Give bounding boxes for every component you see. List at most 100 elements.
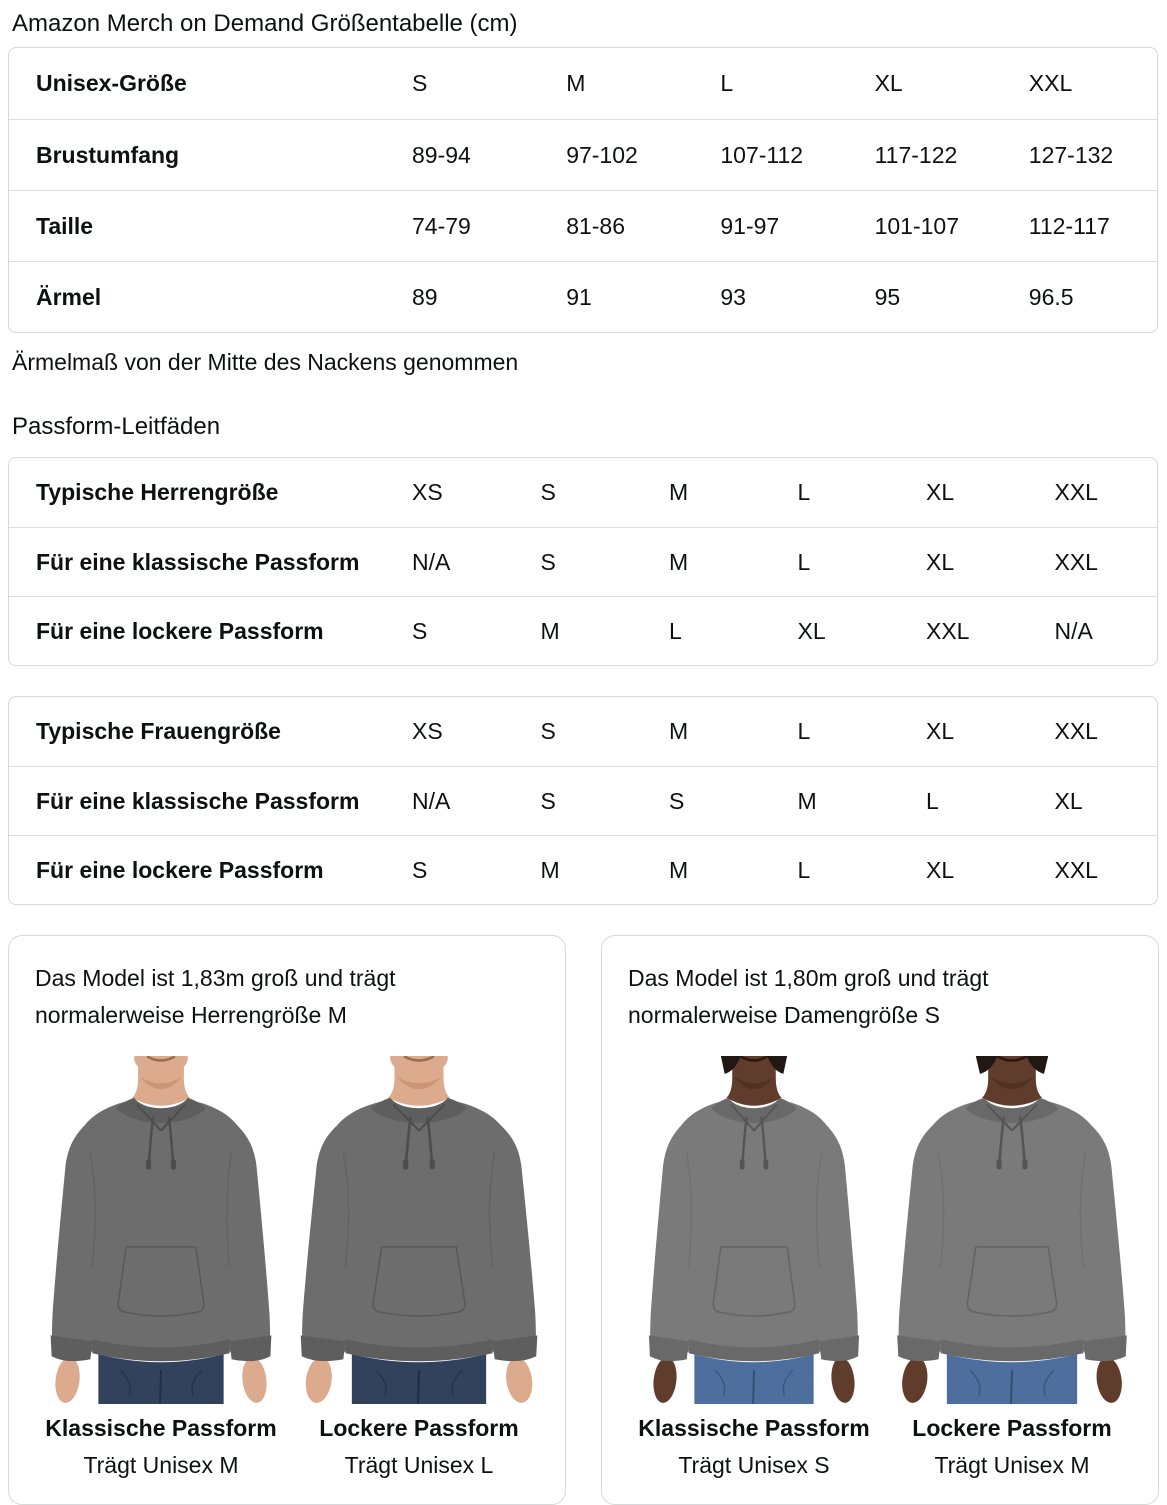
row-label: Für eine lockere Passform	[36, 617, 324, 644]
male-model-card: Das Model ist 1,83m groß und trägt norma…	[8, 935, 566, 1505]
unisex-size-table: Unisex-Größe S M L XL XXL Brustumfang 89-94 97-1…	[8, 47, 1158, 333]
size-value: 91	[566, 283, 592, 310]
female-loose-model-photo	[895, 1056, 1129, 1404]
table-row: Unisex-Größe S M L XL XXL	[9, 48, 1157, 119]
row-label: Für eine lockere Passform	[36, 856, 324, 883]
figures-row: Klassische Passform Trägt Unisex M Locke…	[35, 1056, 545, 1480]
table-row: Brustumfang 89-94 97-102 107-112 117-122 127-…	[9, 119, 1157, 190]
size-value: S	[540, 787, 556, 814]
size-value: S	[540, 718, 556, 744]
size-value: S	[540, 479, 556, 505]
size-value: XL	[797, 617, 826, 644]
table-row: Typische Frauengröße XS S M L XL XXL	[9, 697, 1157, 766]
size-value: L	[720, 70, 734, 96]
size-value: M	[797, 787, 817, 814]
size-value: N/A	[412, 787, 451, 814]
size-value: XXL	[926, 617, 970, 644]
table-row: Für eine lockere Passform S M L XL XXL N/A	[9, 596, 1157, 665]
size-value: M	[540, 856, 560, 883]
fit-label: Klassische Passform	[638, 1415, 870, 1441]
size-value: 96.5	[1028, 283, 1074, 310]
male-loose-model-photo	[299, 1056, 539, 1404]
size-value: XXL	[1028, 70, 1073, 96]
row-label: Brustumfang	[36, 141, 180, 168]
table-row: Für eine lockere Passform S M M L XL XXL	[9, 835, 1157, 904]
size-label: Trägt Unisex M	[83, 1452, 239, 1478]
size-value: M	[669, 479, 689, 505]
row-label: Für eine klassische Passform	[36, 787, 360, 814]
size-label: Trägt Unisex L	[344, 1452, 494, 1478]
size-value: M	[669, 548, 689, 575]
size-value: XXL	[1054, 548, 1098, 575]
card-heading: Das Model ist 1,80m groß und trägt norma…	[628, 965, 989, 1028]
size-value: N/A	[412, 548, 451, 575]
size-value: L	[797, 479, 811, 505]
model-cards: Das Model ist 1,83m groß und trägt norma…	[8, 935, 1159, 1505]
size-value: XS	[412, 718, 443, 744]
sleeve-footnote: Ärmelmaß von der Mitte des Nackens genom…	[12, 349, 519, 375]
size-value: 74-79	[412, 212, 471, 239]
size-value: XXL	[1054, 856, 1098, 883]
row-label: Unisex-Größe	[36, 70, 187, 96]
size-value: L	[797, 856, 811, 883]
fit-section-title: Passform-Leitfäden	[12, 413, 221, 440]
size-value: 91-97	[720, 212, 780, 239]
size-value: N/A	[1054, 617, 1093, 644]
fit-label: Lockere Passform	[912, 1415, 1112, 1441]
figure-loose-fit: Lockere Passform Trägt Unisex M	[886, 1056, 1138, 1480]
size-value: 81-86	[566, 212, 626, 239]
figure-classic-fit: Klassische Passform Trägt Unisex S	[628, 1056, 880, 1480]
size-value: XS	[412, 479, 443, 505]
womens-fit-table: Typische Frauengröße XS S M L XL XXL Für eine k…	[8, 696, 1158, 905]
size-value: 89	[412, 283, 438, 310]
table-row: Ärmel 89 91 93 95 96.5	[9, 261, 1157, 332]
size-value: XXL	[1054, 479, 1098, 505]
figures-row: Klassische Passform Trägt Unisex S Locke…	[628, 1056, 1138, 1480]
size-value: L	[669, 617, 682, 644]
male-classic-model-photo	[49, 1056, 273, 1404]
row-label: Ärmel	[36, 283, 102, 310]
row-label: Typische Herrengröße	[36, 479, 279, 505]
table-row: Typische Herrengröße XS S M L XL XXL	[9, 458, 1157, 527]
size-value: S	[540, 548, 556, 575]
size-value: 112-117	[1028, 212, 1110, 239]
female-classic-model-photo	[647, 1056, 861, 1404]
size-value: 117-122	[874, 141, 958, 168]
fit-label: Klassische Passform	[45, 1415, 277, 1441]
table-row: Taille 74-79 81-86 91-97 101-107 112-117	[9, 190, 1157, 261]
size-value: S	[412, 856, 428, 883]
size-value: S	[669, 787, 685, 814]
row-label: Taille	[36, 212, 94, 239]
size-label: Trägt Unisex S	[678, 1452, 830, 1478]
size-label: Trägt Unisex M	[934, 1452, 1090, 1478]
fit-label: Lockere Passform	[319, 1415, 519, 1441]
size-value: 97-102	[566, 141, 638, 168]
size-value: 95	[874, 283, 901, 310]
size-value: XL	[874, 70, 903, 96]
size-value: XL	[926, 479, 955, 505]
table-row: Für eine klassische Passform N/A S S M L XL	[9, 766, 1157, 835]
size-value: L	[797, 548, 811, 575]
figure-classic-fit: Klassische Passform Trägt Unisex M	[35, 1056, 287, 1480]
size-value: XL	[926, 856, 955, 883]
figure-loose-fit: Lockere Passform Trägt Unisex L	[293, 1056, 545, 1480]
card-heading: Das Model ist 1,83m groß und trägt norma…	[35, 965, 396, 1028]
size-value: XL	[926, 718, 955, 744]
row-label: Typische Frauengröße	[36, 718, 281, 744]
size-value: L	[926, 787, 939, 814]
mens-fit-table: Typische Herrengröße XS S M L XL XXL Für eine k…	[8, 457, 1158, 666]
size-value: 93	[720, 283, 746, 310]
size-value: XL	[1054, 787, 1083, 814]
size-value: XXL	[1054, 718, 1098, 744]
size-value: M	[669, 718, 689, 744]
size-value: XL	[926, 548, 955, 575]
size-value: S	[412, 617, 428, 644]
female-model-card: Das Model ist 1,80m groß und trägt norma…	[601, 935, 1159, 1505]
row-label: Für eine klassische Passform	[36, 548, 360, 575]
size-value: 127-132	[1028, 141, 1114, 168]
size-value: M	[669, 856, 689, 883]
size-value: L	[797, 718, 811, 744]
page-title: Amazon Merch on Demand Größentabelle (cm…	[12, 10, 518, 37]
size-value: S	[412, 70, 428, 96]
